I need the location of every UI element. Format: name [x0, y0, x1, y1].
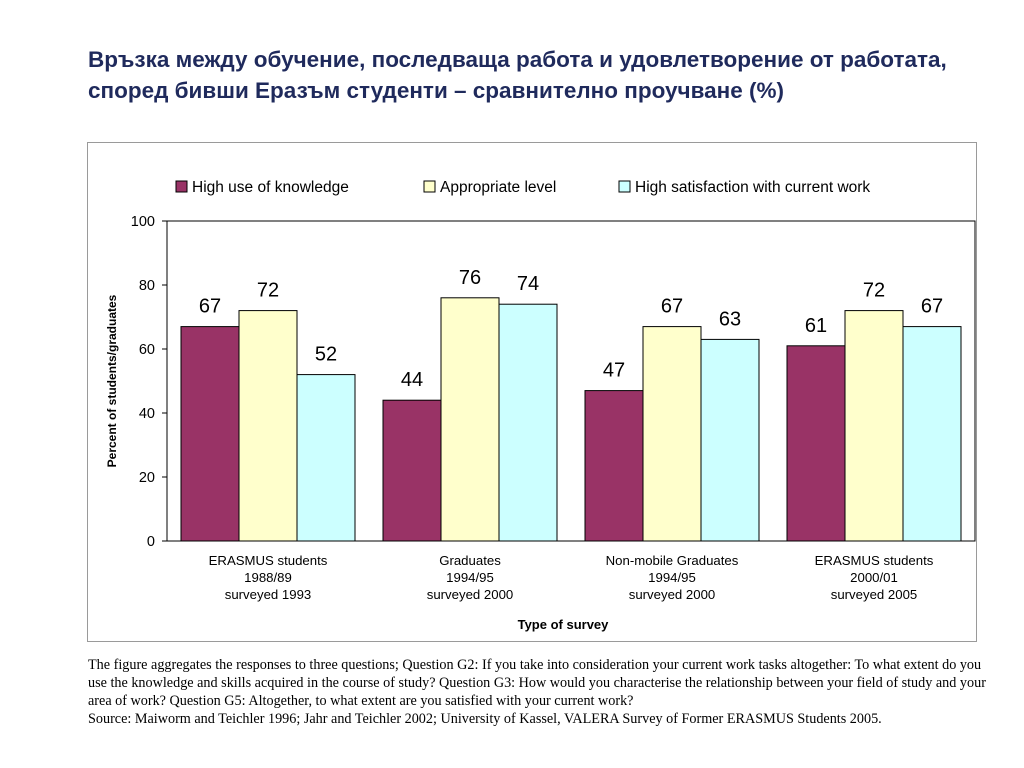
bar-value-label: 67 [199, 296, 221, 318]
x-tick-label-line: 1988/89 [244, 570, 292, 585]
bar [844, 310, 904, 542]
x-tick-label-line: Non-mobile Graduates [606, 553, 739, 568]
bar [296, 374, 356, 542]
plot-area [166, 220, 976, 542]
chart-frame: 0 20 40 60 80 100 Percent of students/graduate… [87, 142, 977, 642]
y-tick-label: 100 [131, 214, 155, 230]
bar [498, 303, 558, 542]
legend-swatch [175, 180, 188, 193]
bar [642, 326, 702, 542]
bar [382, 399, 442, 542]
x-tick-label-line: surveyed 1993 [225, 587, 312, 602]
x-tick-label-line: surveyed 2000 [427, 587, 514, 602]
bar [440, 297, 500, 542]
x-tick-label-line: 2000/01 [850, 570, 898, 585]
x-axis-label: Type of survey [518, 617, 610, 632]
bar [786, 345, 846, 542]
x-tick-label: ERASMUS students 2000/01 surveyed 2005 [815, 553, 934, 602]
y-tick-label: 20 [139, 470, 155, 486]
bar-value-label: 52 [315, 344, 337, 366]
legend-swatch [423, 180, 436, 193]
bar-value-label: 72 [863, 280, 885, 302]
legend-swatch [618, 180, 631, 193]
y-axis-label: Percent of students/graduates [105, 294, 119, 467]
x-tick-label-line: surveyed 2005 [831, 587, 918, 602]
bar [700, 338, 760, 542]
caption-source: Source: Maiworm and Teichler 1996; Jahr … [88, 711, 882, 727]
y-tick-label: 60 [139, 342, 155, 358]
y-tick-label: 40 [139, 406, 155, 422]
x-tick-label-line: ERASMUS students [815, 553, 934, 568]
x-tick-label-line: Graduates [439, 553, 501, 568]
bar-value-label: 47 [603, 360, 625, 382]
x-tick-label-line: 1994/95 [648, 570, 696, 585]
legend-label: Appropriate level [440, 179, 556, 196]
x-tick-label: ERASMUS students 1988/89 surveyed 1993 [209, 553, 328, 602]
bar [902, 326, 962, 542]
page-title: Връзка между обучение, последваща работа… [88, 47, 947, 103]
bar-chart: 0 20 40 60 80 100 Percent of students/graduate… [105, 179, 976, 632]
bar-value-label: 72 [257, 280, 279, 302]
bar [584, 390, 644, 542]
bar-value-label: 63 [719, 308, 741, 330]
bar-value-label: 61 [805, 315, 827, 337]
x-tick-label: Graduates 1994/95 surveyed 2000 [427, 553, 514, 602]
x-tick-label-line: 1994/95 [446, 570, 494, 585]
x-tick-label-line: ERASMUS students [209, 553, 328, 568]
legend-label: High use of knowledge [192, 179, 349, 196]
y-tick-label: 0 [147, 534, 155, 550]
bar-value-label: 74 [517, 273, 539, 295]
bar-value-label: 67 [921, 296, 943, 318]
bar [238, 310, 298, 542]
bar-value-label: 67 [661, 296, 683, 318]
x-tick-label-line: surveyed 2000 [629, 587, 716, 602]
y-tick-label: 80 [139, 278, 155, 294]
figure-caption: The figure aggregates the responses to t… [88, 656, 988, 728]
bar-value-label: 76 [459, 267, 481, 289]
caption-description: The figure aggregates the responses to t… [88, 657, 986, 709]
bar [180, 326, 240, 542]
bar-value-label: 44 [401, 369, 423, 391]
legend-label: High satisfaction with current work [635, 179, 870, 196]
x-tick-label: Non-mobile Graduates 1994/95 surveyed 2000 [606, 553, 739, 602]
